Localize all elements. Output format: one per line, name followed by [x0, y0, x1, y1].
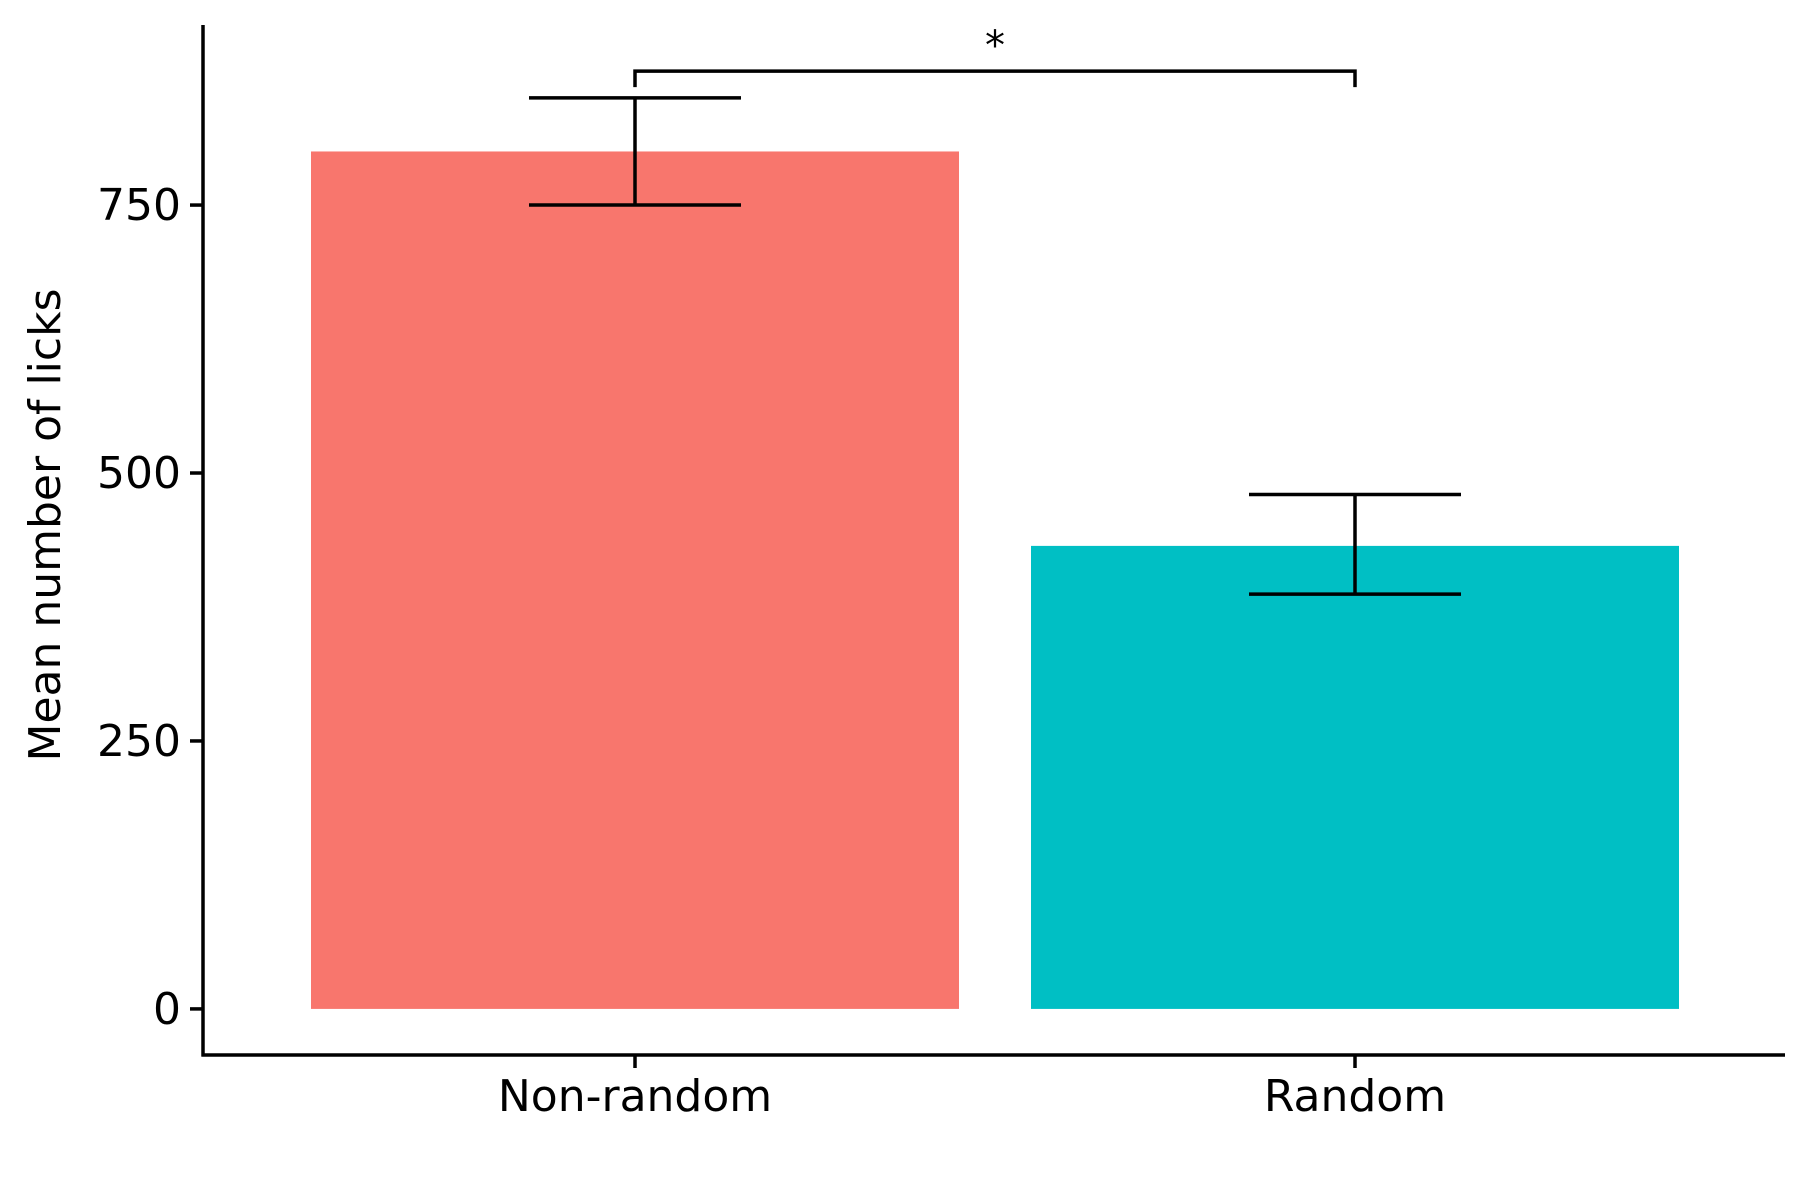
y-axis: 0 250 500 750 [97, 25, 205, 1057]
plot-bars [311, 151, 1679, 1009]
y-tick-label: 500 [97, 448, 181, 499]
y-tick-label: 250 [97, 716, 181, 767]
x-tick-label: Random [1264, 1071, 1446, 1122]
significance-bracket: * [633, 23, 1357, 88]
y-axis-title: Mean number of licks [20, 288, 71, 761]
significance-label: * [985, 23, 1005, 69]
x-axis: Non-random Random [201, 1053, 1785, 1122]
significance-bracket-line [633, 69, 1357, 88]
bar-non-random [311, 151, 959, 1009]
y-tick-label: 0 [153, 984, 181, 1035]
y-tick-label: 750 [97, 180, 181, 231]
bar-random [1031, 545, 1679, 1009]
error-bars [529, 96, 1461, 596]
x-tick-label: Non-random [498, 1071, 772, 1122]
